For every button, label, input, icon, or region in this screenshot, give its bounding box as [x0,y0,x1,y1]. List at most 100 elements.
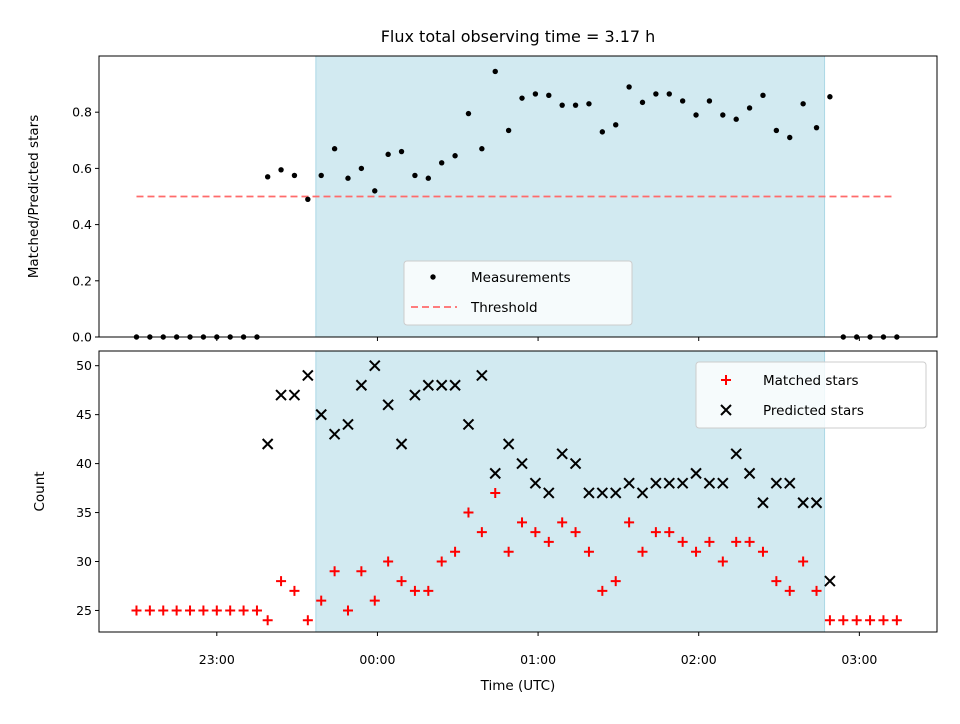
matched-star-point [731,536,742,547]
y-tick-label: 30 [76,554,92,569]
predicted-star-point [288,389,301,401]
measurement-point [693,112,699,118]
bottom-axes-frame [98,350,938,633]
measurement-point [720,112,726,118]
matched-star-point [225,605,236,616]
measurement-point [613,122,619,128]
measurement-point [733,116,739,122]
matched-star-point [557,517,568,528]
measurement-point [331,146,338,152]
bottom-legend: Matched stars Predicted stars [695,361,927,429]
matched-star-point [610,576,621,587]
predicted-star-point [703,477,716,489]
measurement-point [599,129,606,135]
predicted-star-point [717,477,729,489]
top-legend: Measurements Threshold [403,260,633,326]
y-tick-label: 0.4 [72,217,92,232]
matched-star-point [503,546,514,557]
x-tick-label: 23:00 [199,652,235,667]
matched-star-point [624,517,635,528]
legend-measurement-marker [430,274,436,280]
predicted-star-point [730,448,742,460]
predicted-star-point [529,477,542,489]
measurement-point [787,134,793,141]
y-tick-label: 0.2 [72,273,92,288]
matched-star-point [316,595,327,606]
matched-star-point [824,615,835,626]
predicted-star-point [797,497,809,509]
y-tick-label: 40 [76,456,92,471]
y-tick-label: 45 [76,407,92,422]
predicted-star-point [556,448,568,460]
predicted-star-point [502,438,515,450]
matched-star-point [543,536,554,547]
matched-star-point [704,536,715,547]
measurement-point [505,127,512,134]
measurement-point [479,146,485,152]
measurement-point [679,98,686,104]
matched-star-point [838,615,849,626]
count-points [131,359,902,626]
legend-matched-marker [721,375,731,385]
matched-star-point [865,615,876,626]
measurement-point [800,101,806,107]
matched-star-point [597,585,608,596]
bottom-y-ticks: 25 30 35 40 45 50 [76,358,99,618]
measurement-point [492,68,498,75]
predicted-star-point [623,477,635,489]
matched-star-point [198,605,209,616]
measurement-point [813,124,820,131]
matched-star-point [158,605,169,616]
matched-star-point [744,536,755,547]
predicted-star-point [743,467,756,480]
y-tick-label: 50 [76,358,92,373]
x-tick-label: 03:00 [841,652,877,667]
predicted-star-point [784,477,796,489]
measurement-point [746,105,753,111]
measurement-point [532,91,539,97]
matched-star-point [664,527,675,538]
matched-star-point [490,487,501,498]
predicted-star-point [261,438,274,450]
y-tick-label: 0.0 [72,330,92,345]
measurement-point [760,92,766,99]
measurement-point [278,167,284,173]
measurement-point [452,153,458,159]
matched-star-point [583,546,594,557]
matched-star-point [463,507,474,518]
top-panel: 0.00.20.40.60.8 Matched/Predicted stars … [26,55,938,345]
predicted-star-point [596,487,609,499]
measurement-point [438,160,445,166]
matched-star-point [784,585,795,596]
matched-star-point [329,566,340,577]
matched-star-point [289,585,300,596]
measurement-point [425,175,432,181]
measurement-point [827,94,833,100]
predicted-star-point [328,428,341,440]
measurement-point [358,165,365,172]
predicted-star-point [315,408,327,421]
matched-star-point [891,615,902,626]
matched-star-point [798,556,809,567]
matched-star-point [423,585,434,596]
predicted-star-point [462,418,475,431]
predicted-star-point [355,379,368,391]
predicted-star-point [650,477,662,489]
matched-star-point [436,556,447,567]
predicted-star-point [690,467,702,480]
predicted-star-point [610,487,622,499]
x-tick-label: 00:00 [359,652,395,667]
bottom-panel: 25 30 35 40 45 50 23:00 00:00 01:00 02:00 03:00 C… [32,350,938,667]
predicted-star-point [516,457,528,470]
measurement-point [318,172,324,179]
measurement-point [385,151,391,158]
measurement-point [372,188,378,194]
matched-star-point [691,546,702,557]
predicted-star-point [409,389,421,401]
y-tick-label: 0.8 [72,105,92,120]
matched-star-point [251,605,262,616]
chart-title: Flux total observing time = 3.17 h [381,27,656,46]
legend-predicted-marker [720,404,732,416]
y-tick-label: 35 [76,505,92,520]
